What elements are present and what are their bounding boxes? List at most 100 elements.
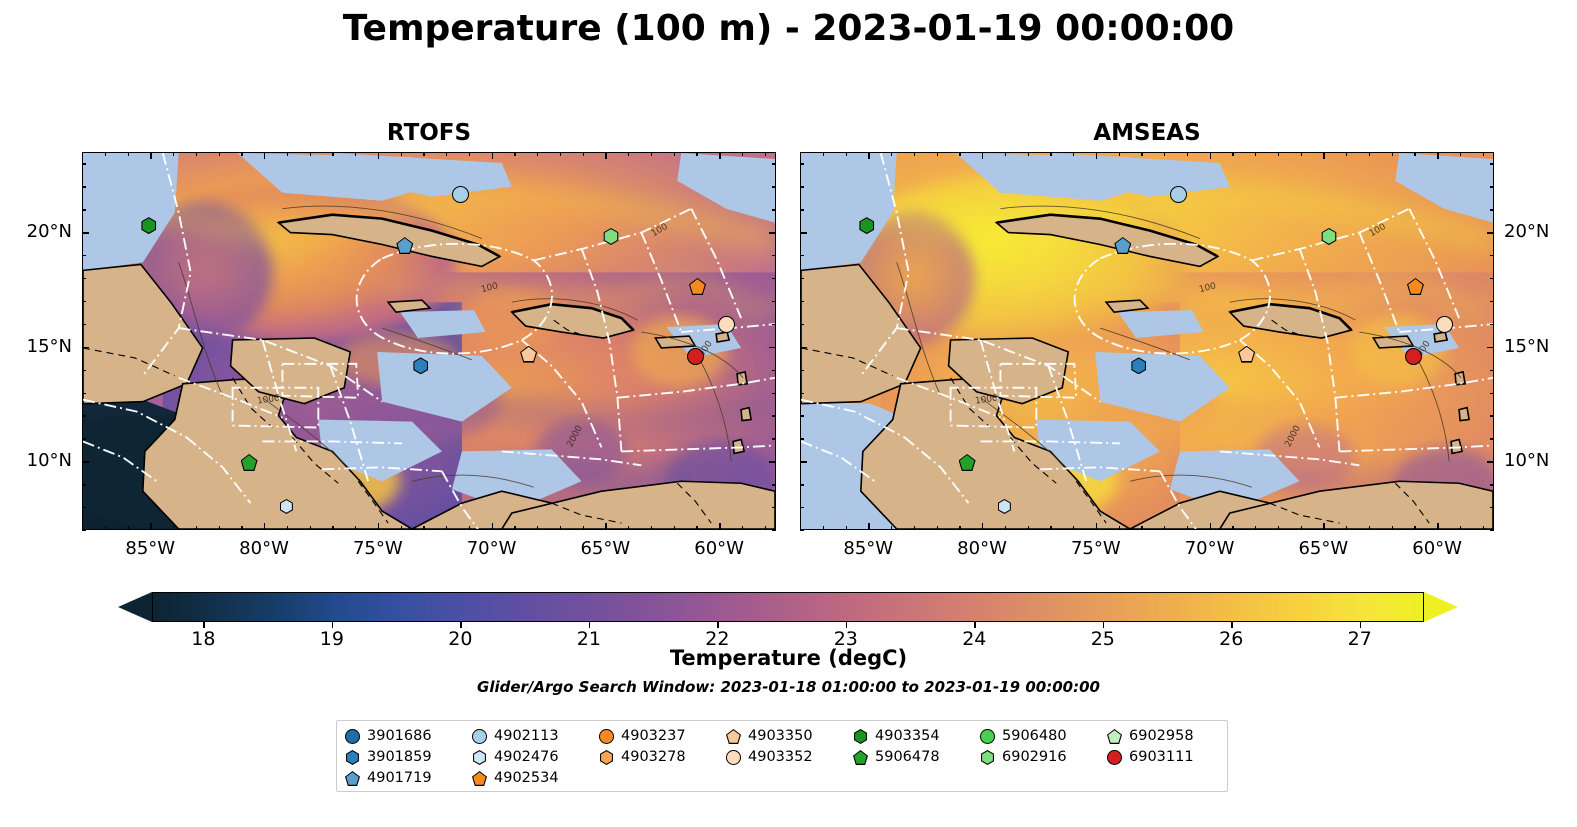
y-tick-minor [82, 392, 86, 394]
x-tick-minor [400, 526, 402, 530]
legend-label: 5906478 [875, 749, 940, 766]
x-tick-minor [1027, 152, 1029, 156]
x-tick-minor [1255, 526, 1257, 530]
x-tick [868, 523, 870, 530]
float-marker-4902113[interactable] [452, 185, 470, 203]
y-tick-minor [800, 255, 804, 257]
legend-item-4902113[interactable]: 4902113 [472, 726, 599, 747]
x-tick-minor [1277, 152, 1280, 156]
float-legend[interactable]: 3901686 4902113 4903237 4903350 4903354 59064… [336, 720, 1228, 792]
y-tick-minor [800, 438, 804, 440]
float-marker-4901719[interactable] [1114, 236, 1132, 254]
x-tick-minor [173, 526, 175, 530]
map-panel-amseas[interactable]: 1000 2000 1000 100 100 [800, 152, 1494, 530]
legend-marker-hexagon-icon [981, 750, 994, 765]
x-tick [491, 152, 493, 159]
x-tick [1209, 152, 1211, 159]
legend-item-4901719[interactable]: 4901719 [345, 768, 472, 789]
x-tick [150, 152, 152, 159]
colorbar-tick [588, 622, 591, 628]
float-marker-4903350[interactable] [520, 345, 538, 363]
y-tick-minor [772, 163, 776, 165]
float-marker-4902113[interactable] [1170, 185, 1188, 203]
x-tick-minor [1118, 152, 1120, 156]
float-marker-4902534[interactable] [1406, 277, 1424, 295]
legend-item-4903350[interactable]: 4903350 [726, 726, 853, 747]
colorbar-tick [845, 622, 848, 628]
float-marker-6902916[interactable] [602, 227, 619, 245]
x-axis-label: 85°W [125, 538, 176, 559]
y-tick-minor [800, 484, 804, 486]
legend-label: 6902916 [1002, 749, 1067, 766]
svg-text:1000: 1000 [975, 394, 999, 407]
float-marker-5906478[interactable] [240, 453, 258, 471]
x-tick-minor [514, 152, 516, 156]
x-tick-minor [1346, 526, 1348, 530]
x-tick-minor [309, 526, 311, 530]
legend-item-6903111[interactable]: 6903111 [1107, 747, 1234, 768]
float-marker-4902476[interactable] [997, 498, 1012, 514]
x-tick-minor [1391, 152, 1393, 156]
y-tick-minor [800, 278, 804, 280]
float-marker-4901719[interactable] [396, 236, 414, 254]
float-marker-4903352[interactable] [1436, 315, 1454, 333]
float-marker-4903354[interactable] [140, 217, 157, 235]
float-marker-6902916[interactable] [1320, 227, 1337, 245]
y-tick-minor [82, 163, 86, 165]
legend-item-5906478[interactable]: 5906478 [853, 747, 980, 768]
panel-title-rtofs: RTOFS [386, 120, 472, 146]
y-tick-minor [82, 530, 86, 532]
x-tick-minor [1300, 526, 1302, 530]
map-panel-rtofs[interactable]: 1000 2000 1000 100 100 [82, 152, 776, 530]
legend-item-4902534[interactable]: 4902534 [472, 768, 599, 789]
float-marker-4902476[interactable] [279, 498, 294, 514]
float-marker-6903111[interactable] [686, 348, 704, 366]
x-axis-label: 85°W [843, 538, 894, 559]
x-tick-minor [1004, 152, 1007, 156]
legend-label: 4903352 [748, 749, 813, 766]
y-tick-minor [800, 186, 804, 188]
y-tick [769, 461, 776, 463]
legend-marker-circle-icon [599, 729, 614, 744]
y-axis-label-right: 20°N [1504, 221, 1550, 243]
x-tick-minor [1346, 152, 1348, 156]
float-marker-3901859[interactable] [1130, 357, 1147, 375]
y-tick [800, 232, 807, 234]
y-tick-minor [800, 507, 804, 509]
float-marker-3901859[interactable] [412, 357, 429, 375]
float-marker-4902534[interactable] [688, 277, 706, 295]
legend-marker-circle-icon [980, 729, 995, 744]
x-tick-minor [355, 526, 357, 530]
float-marker-4903350[interactable] [1238, 345, 1256, 363]
x-tick-minor [1050, 152, 1052, 156]
colorbar-extend-max-icon [1424, 592, 1458, 622]
x-tick-minor [1186, 152, 1189, 156]
legend-item-3901686[interactable]: 3901686 [345, 726, 472, 747]
legend-item-4903237[interactable]: 4903237 [599, 726, 726, 747]
x-axis-label: 60°W [1412, 538, 1462, 559]
legend-item-3901859[interactable]: 3901859 [345, 747, 472, 768]
legend-marker-hexagon-icon [473, 750, 486, 765]
float-marker-4903352[interactable] [718, 315, 736, 333]
svg-text:100: 100 [480, 281, 499, 295]
legend-marker-pentagon-icon [726, 729, 741, 744]
x-tick-minor [628, 152, 630, 156]
x-tick [264, 152, 266, 159]
legend-item-4903354[interactable]: 4903354 [853, 726, 980, 747]
x-tick-minor [764, 152, 766, 156]
y-tick-minor [800, 163, 804, 165]
legend-item-4903352[interactable]: 4903352 [726, 747, 853, 768]
y-tick-minor [1490, 369, 1494, 372]
legend-item-4902476[interactable]: 4902476 [472, 747, 599, 768]
float-marker-4903354[interactable] [858, 217, 875, 235]
float-marker-5906478[interactable] [958, 453, 976, 471]
legend-item-4903278[interactable]: 4903278 [599, 747, 726, 768]
legend-item-6902958[interactable]: 6902958 [1107, 726, 1234, 747]
legend-item-6902916[interactable]: 6902916 [980, 747, 1107, 768]
legend-label: 5906480 [1002, 728, 1067, 745]
legend-item-5906480[interactable]: 5906480 [980, 726, 1107, 747]
y-tick-minor [1490, 255, 1494, 257]
colorbar[interactable]: 18 19 20 21 22 23 24 25 26 27 [118, 592, 1458, 650]
float-marker-6903111[interactable] [1404, 348, 1422, 366]
